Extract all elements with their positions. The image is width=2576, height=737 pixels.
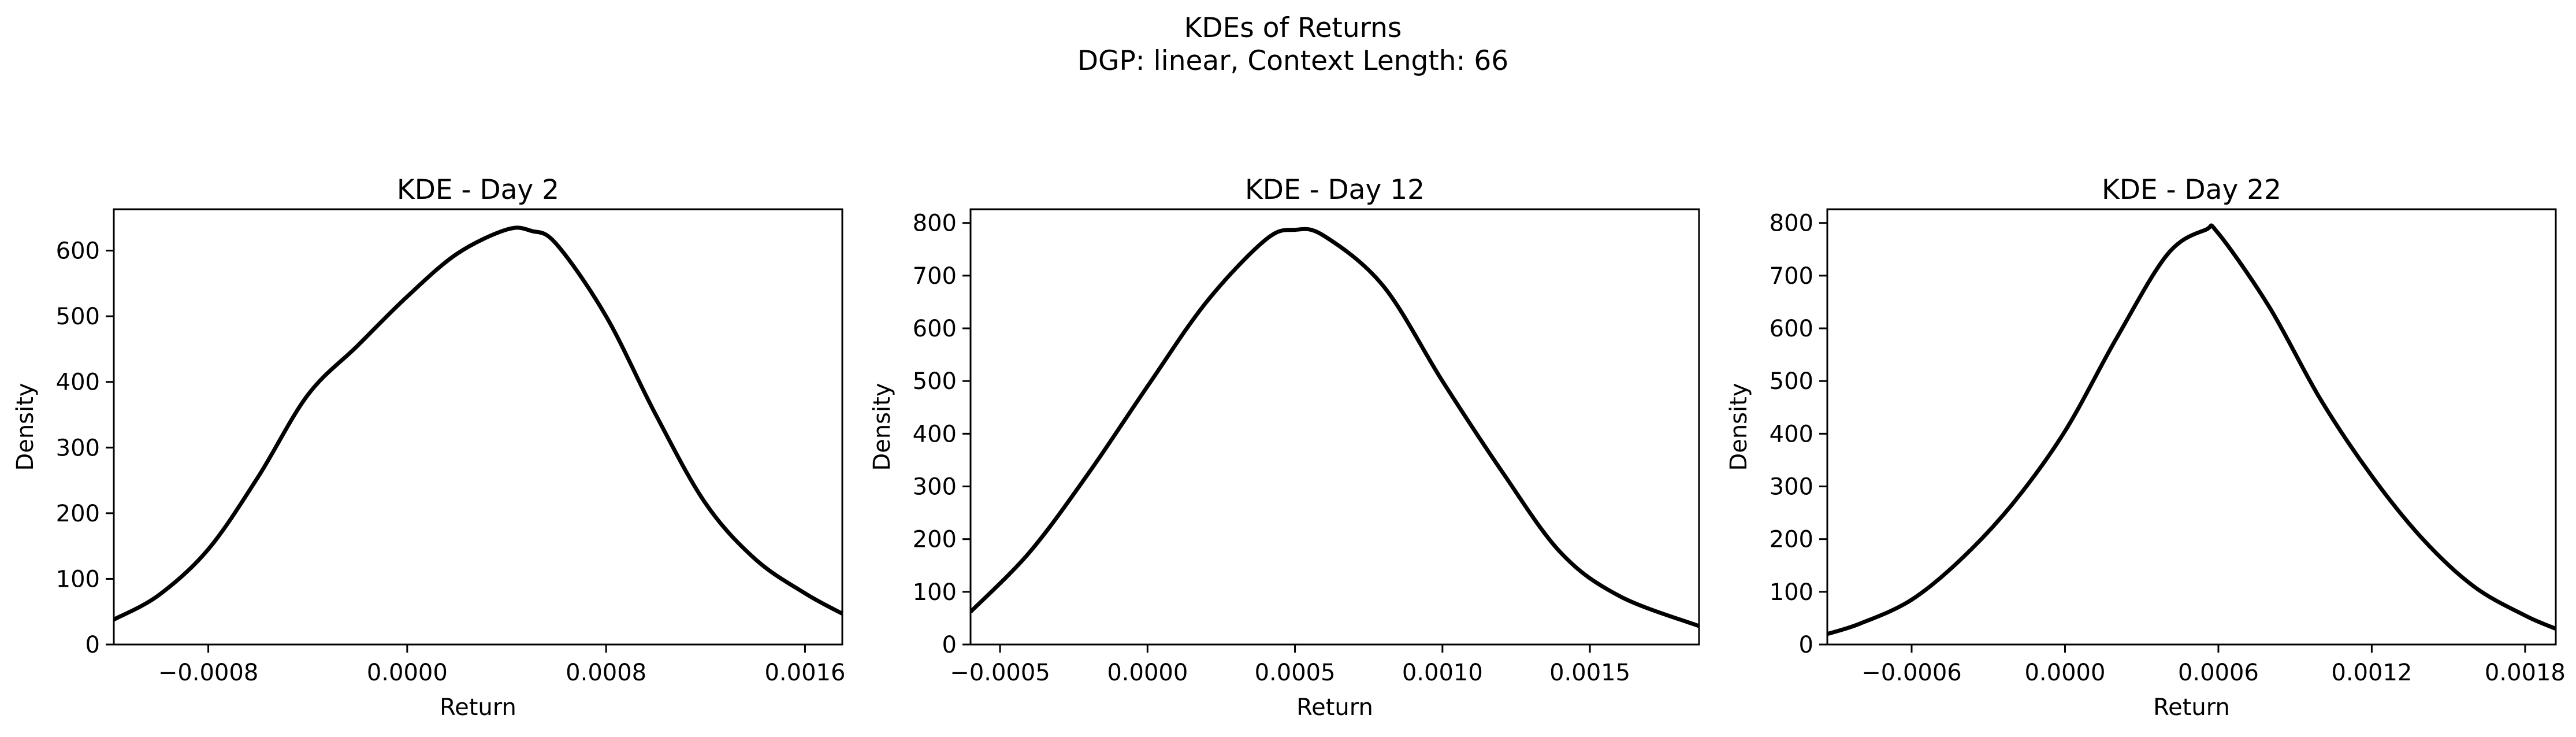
subplot-day-12: KDE - Day 12 Return Density −0.0005 0.000… [869,174,1700,721]
y-axis-label: Density [12,383,39,471]
y-tick-label: 100 [56,566,100,592]
y-tick-label: 800 [1770,210,1813,237]
y-tick-label: 500 [56,303,100,330]
y-axis-label: Density [1726,383,1752,471]
x-tick-label: 0.0006 [2178,660,2259,686]
y-tick-label: 300 [1770,474,1813,501]
y-tick-label: 700 [913,263,957,290]
kde-curve [1827,223,2556,636]
y-tick-label: 100 [913,579,957,606]
x-tick-label: 0.0016 [764,660,845,686]
y-tick-label: 0 [1799,632,1813,658]
y-tick-label: 500 [1770,368,1813,395]
x-tick-label: 0.0005 [1255,660,1336,686]
subplot-title: KDE - Day 12 [1245,174,1425,206]
subplot-title: KDE - Day 22 [2102,174,2281,206]
kde-curve [971,227,1699,628]
suptitle-line2: DGP: linear, Context Length: 66 [1077,45,1508,77]
y-tick-label: 0 [942,632,957,658]
y-tick-label: 200 [913,527,957,553]
y-tick-label: 0 [86,632,100,658]
kde-curve [114,225,842,621]
x-tick-label: 0.0000 [367,660,448,686]
subplot-day-22: KDE - Day 22 Return Density −0.0006 0.000… [1726,174,2566,721]
axes-frame [1826,208,2557,646]
axes-frame [113,208,843,646]
x-tick-label: 0.0018 [2485,660,2566,686]
x-axis-label: Return [1296,694,1373,721]
x-axis-label: Return [2153,694,2230,721]
x-tick-label: 0.0015 [1549,660,1630,686]
y-tick-label: 100 [1770,579,1813,606]
y-tick-label: 300 [913,474,957,501]
y-tick-label: 400 [56,369,100,396]
x-tick-label: 0.0010 [1402,660,1483,686]
axes-frame [969,208,1700,646]
y-tick-label: 600 [1770,316,1813,342]
y-tick-label: 500 [913,368,957,395]
x-tick-label: 0.0008 [566,660,646,686]
y-tick-label: 400 [1770,421,1813,447]
subplot-title: KDE - Day 2 [397,174,559,206]
x-tick-label: 0.0000 [1107,660,1188,686]
y-tick-label: 600 [913,316,957,342]
subplot-day-2: KDE - Day 2 Return Density −0.0008 0.0000… [12,174,845,721]
y-tick-label: 600 [56,238,100,265]
x-tick-label: −0.0006 [1861,660,1961,686]
y-tick-label: 800 [913,210,957,237]
y-axis-label: Density [869,383,895,471]
y-tick-label: 200 [1770,527,1813,553]
x-axis-label: Return [440,694,516,721]
suptitle-line1: KDEs of Returns [1184,12,1402,44]
y-tick-label: 300 [56,435,100,461]
x-tick-label: 0.0012 [2331,660,2412,686]
x-tick-label: −0.0008 [158,660,258,686]
x-tick-label: 0.0000 [2024,660,2105,686]
y-tick-label: 200 [56,501,100,527]
y-tick-label: 700 [1770,263,1813,290]
y-tick-label: 400 [913,421,957,447]
x-tick-label: −0.0005 [950,660,1050,686]
